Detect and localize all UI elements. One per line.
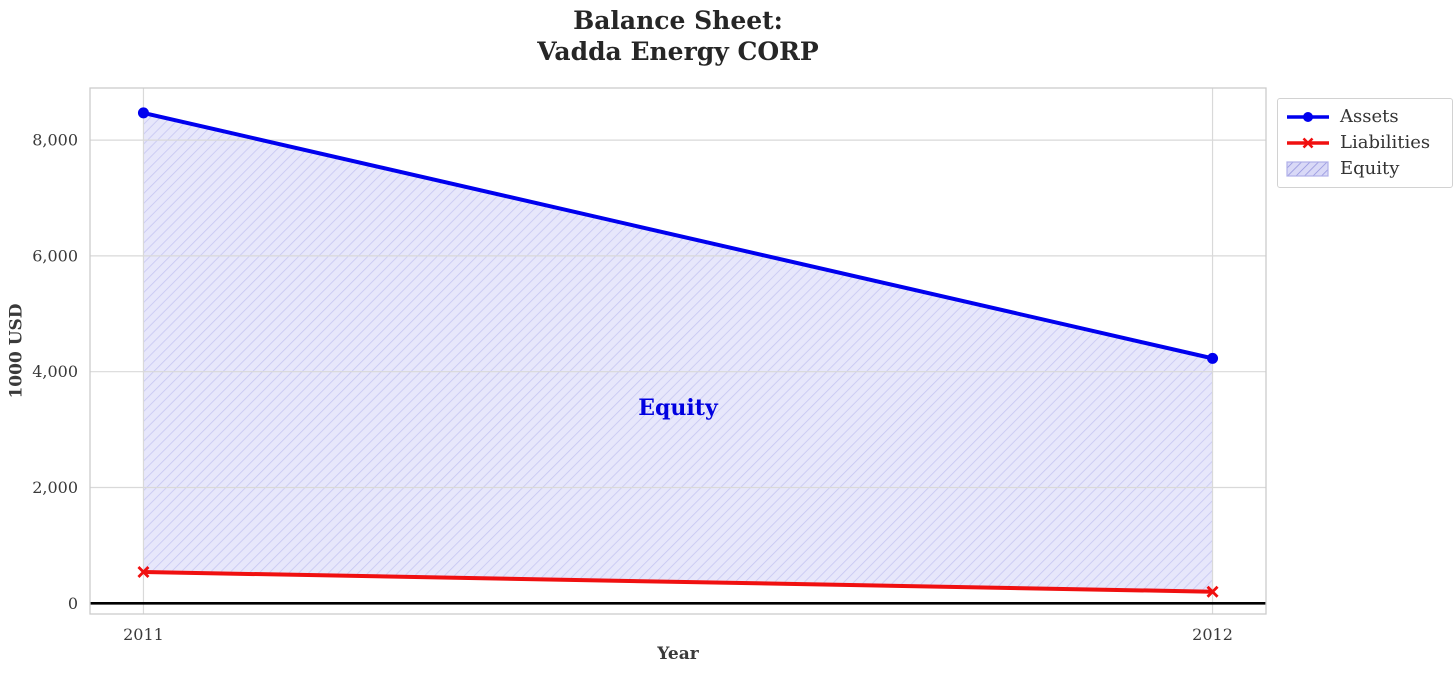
x-tick-label: 2011 [123, 625, 164, 644]
legend-label-assets: Assets [1340, 106, 1399, 127]
y-tick-label: 8,000 [32, 131, 78, 150]
legend-item-liabilities: Liabilities [1286, 132, 1444, 154]
liabilities-marker [137, 566, 150, 579]
y-axis-label: 1000 USD [7, 303, 28, 399]
y-axis-label-wrap: 1000 USD [0, 88, 34, 614]
x-tick-label: 2012 [1192, 625, 1233, 644]
equity-hatch-patch-icon [1286, 160, 1330, 178]
assets-marker [1207, 352, 1219, 364]
legend-item-equity: Equity [1286, 158, 1444, 180]
liabilities-line-x-icon [1286, 134, 1330, 152]
assets-marker [137, 107, 149, 119]
x-axis-label: Year [657, 644, 699, 664]
liabilities-marker [1206, 585, 1219, 598]
chart-title-line2: Vadda Energy CORP [537, 37, 819, 66]
legend-item-assets: Assets [1286, 106, 1444, 128]
equity-area-hatch [143, 112, 1213, 592]
y-tick-label: 4,000 [32, 362, 78, 381]
y-tick-label: 0 [68, 594, 78, 613]
equity-area-label: Equity [638, 394, 718, 421]
liabilities-line [141, 570, 1215, 594]
plot-border [89, 87, 1267, 615]
assets-line [141, 110, 1215, 361]
legend-label-liabilities: Liabilities [1340, 132, 1431, 153]
chart-title: Balance Sheet: Vadda Energy CORP [0, 5, 1356, 67]
y-tick-label: 2,000 [32, 478, 78, 497]
chart-title-line1: Balance Sheet: [573, 6, 783, 35]
assets-line-circle-icon [1286, 108, 1330, 126]
legend-label-equity: Equity [1340, 158, 1400, 179]
y-tick-label: 6,000 [32, 246, 78, 265]
legend: Assets Liabilities Equity [1277, 98, 1453, 188]
